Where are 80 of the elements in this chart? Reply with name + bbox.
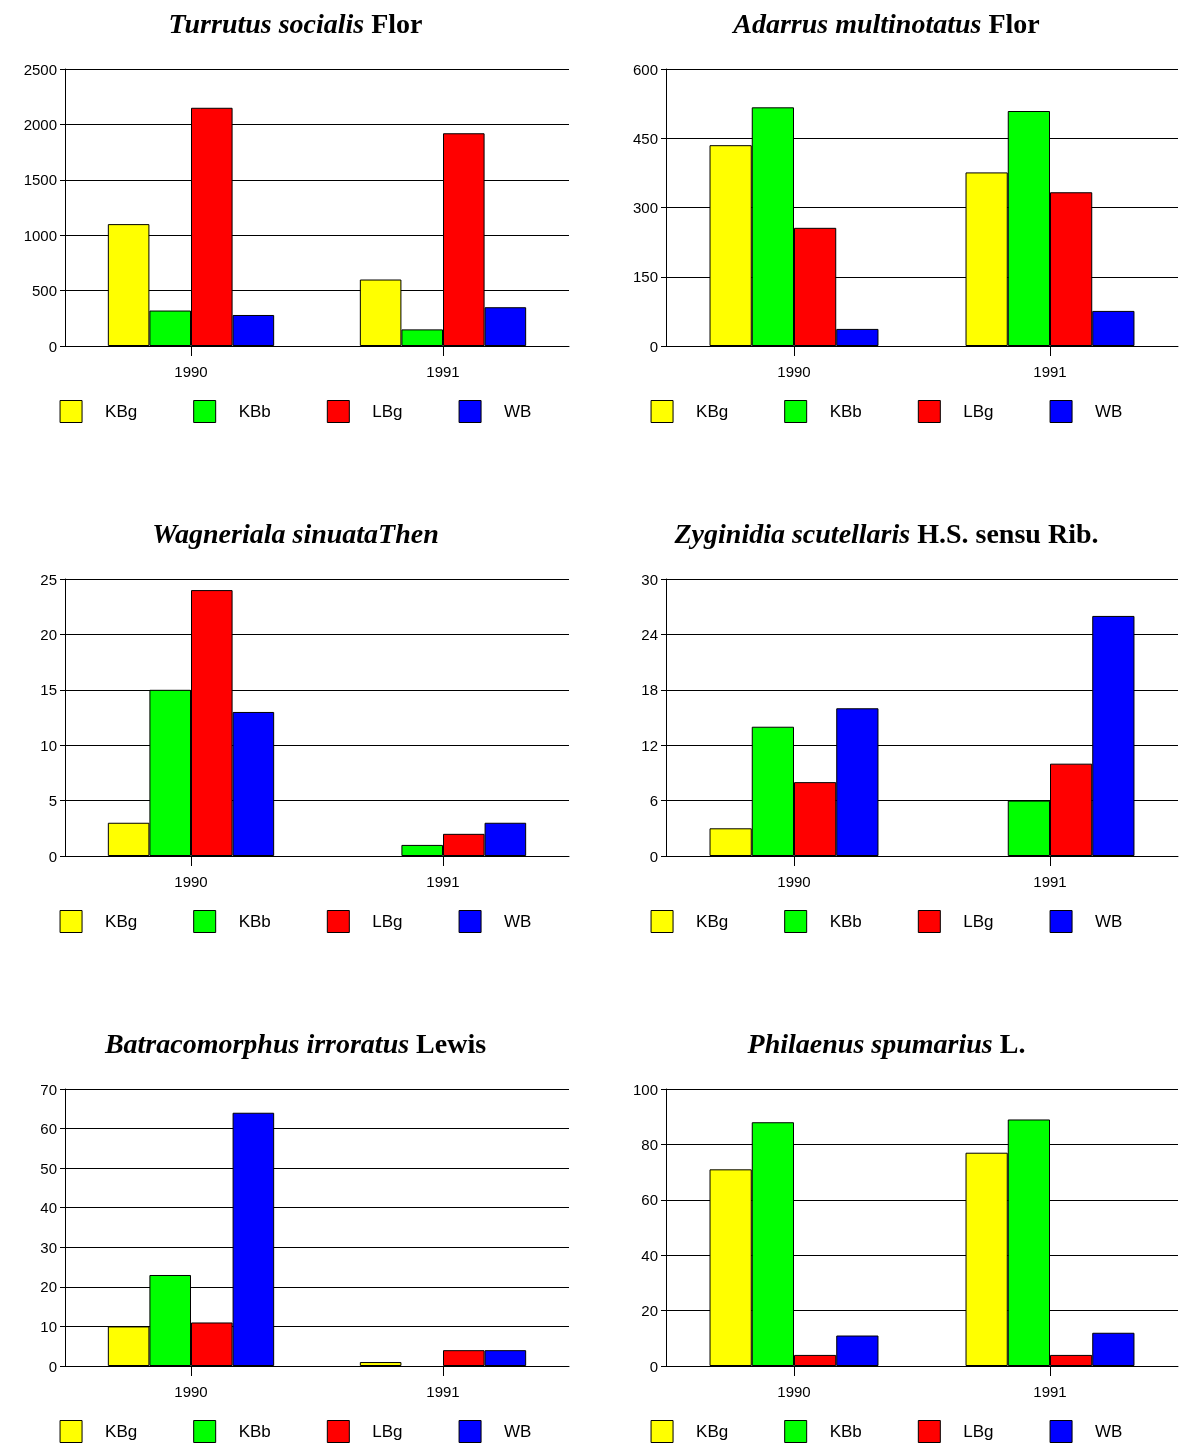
- x-tick-label: 1990: [174, 873, 208, 890]
- legend-label: KBg: [696, 402, 729, 421]
- y-tick-label: 12: [641, 736, 658, 754]
- chart-title: Adarrus multinotatus Flor: [731, 7, 1040, 39]
- y-tick-label: 0: [48, 337, 57, 355]
- y-tick-label: 2000: [23, 115, 57, 133]
- x-tick-label: 1990: [777, 873, 811, 890]
- chart-title: Turrutus socialis Flor: [168, 7, 423, 39]
- legend-label: WB: [504, 912, 532, 931]
- y-tick-label: 20: [40, 625, 57, 643]
- y-tick-label: 70: [40, 1080, 57, 1098]
- legend-label: KBg: [696, 1422, 729, 1441]
- legend-label: WB: [1095, 1422, 1123, 1441]
- y-tick-label: 600: [632, 60, 658, 78]
- y-tick-label: 100: [632, 1080, 658, 1098]
- legend-label: LBg: [963, 402, 994, 421]
- x-tick-label: 1991: [1033, 363, 1067, 380]
- chart-title: Wagneriala sinuataThen: [152, 517, 439, 549]
- y-tick-label: 30: [641, 570, 658, 588]
- y-tick-label: 24: [641, 625, 658, 643]
- y-tick-label: 25: [40, 570, 57, 588]
- legend-label: KBb: [829, 912, 862, 931]
- y-tick-label: 20: [40, 1278, 57, 1296]
- legend-label: KBb: [238, 1422, 271, 1441]
- legend-label: WB: [1095, 912, 1123, 931]
- y-tick-label: 15: [40, 681, 57, 699]
- y-tick-label: 10: [40, 736, 57, 754]
- legend-label: LBg: [372, 402, 403, 421]
- legend-label: WB: [504, 1422, 532, 1441]
- x-tick-label: 1991: [426, 1383, 460, 1400]
- y-tick-label: 6: [649, 792, 658, 810]
- legend-label: LBg: [963, 1422, 994, 1441]
- legend-label: LBg: [372, 1422, 403, 1441]
- y-tick-label: 80: [641, 1135, 658, 1153]
- legend-label: KBb: [238, 402, 271, 421]
- y-tick-label: 0: [649, 847, 658, 865]
- legend-label: WB: [504, 402, 532, 421]
- x-tick-label: 1990: [174, 1383, 208, 1400]
- y-tick-label: 0: [649, 337, 658, 355]
- x-tick-label: 1991: [426, 873, 460, 890]
- legend-label: KBg: [105, 1422, 138, 1441]
- legend-label: LBg: [372, 912, 403, 931]
- legend-label: KBg: [105, 912, 138, 931]
- y-tick-label: 0: [48, 1357, 57, 1375]
- chart-title: Batracomorphus irroratus Lewis: [103, 1027, 487, 1059]
- y-tick-label: 1000: [23, 226, 57, 244]
- x-tick-label: 1991: [426, 363, 460, 380]
- y-tick-label: 40: [40, 1199, 57, 1217]
- legend-label: KBg: [696, 912, 729, 931]
- y-tick-label: 2500: [23, 60, 57, 78]
- y-tick-label: 50: [40, 1159, 57, 1177]
- legend-label: WB: [1095, 402, 1123, 421]
- legend-label: KBg: [105, 402, 138, 421]
- legend-label: KBb: [238, 912, 271, 931]
- legend-label: KBb: [829, 1422, 862, 1441]
- y-tick-label: 40: [641, 1246, 658, 1264]
- y-tick-label: 0: [48, 847, 57, 865]
- y-tick-label: 18: [641, 681, 658, 699]
- y-tick-label: 60: [40, 1120, 57, 1138]
- y-tick-label: 10: [40, 1317, 57, 1335]
- y-tick-label: 20: [641, 1302, 658, 1320]
- legend-label: LBg: [963, 912, 994, 931]
- chart-title: Philaenus spumarius L.: [746, 1027, 1026, 1059]
- legend-label: KBb: [829, 402, 862, 421]
- chart-title: Zyginidia scutellaris H.S. sensu Rib.: [673, 517, 1099, 549]
- y-tick-label: 500: [31, 282, 57, 300]
- x-tick-label: 1990: [777, 363, 811, 380]
- x-tick-label: 1990: [777, 1383, 811, 1400]
- y-tick-label: 60: [641, 1191, 658, 1209]
- y-tick-label: 0: [649, 1357, 658, 1375]
- y-tick-label: 30: [40, 1238, 57, 1256]
- y-tick-label: 1500: [23, 171, 57, 189]
- y-tick-label: 150: [632, 268, 658, 286]
- y-tick-label: 300: [632, 199, 658, 216]
- x-tick-label: 1991: [1033, 873, 1067, 890]
- bar: [359, 1362, 402, 1366]
- x-tick-label: 1991: [1033, 1383, 1067, 1400]
- y-tick-label: 450: [632, 129, 658, 147]
- x-tick-label: 1990: [174, 363, 208, 380]
- y-tick-label: 5: [48, 792, 57, 810]
